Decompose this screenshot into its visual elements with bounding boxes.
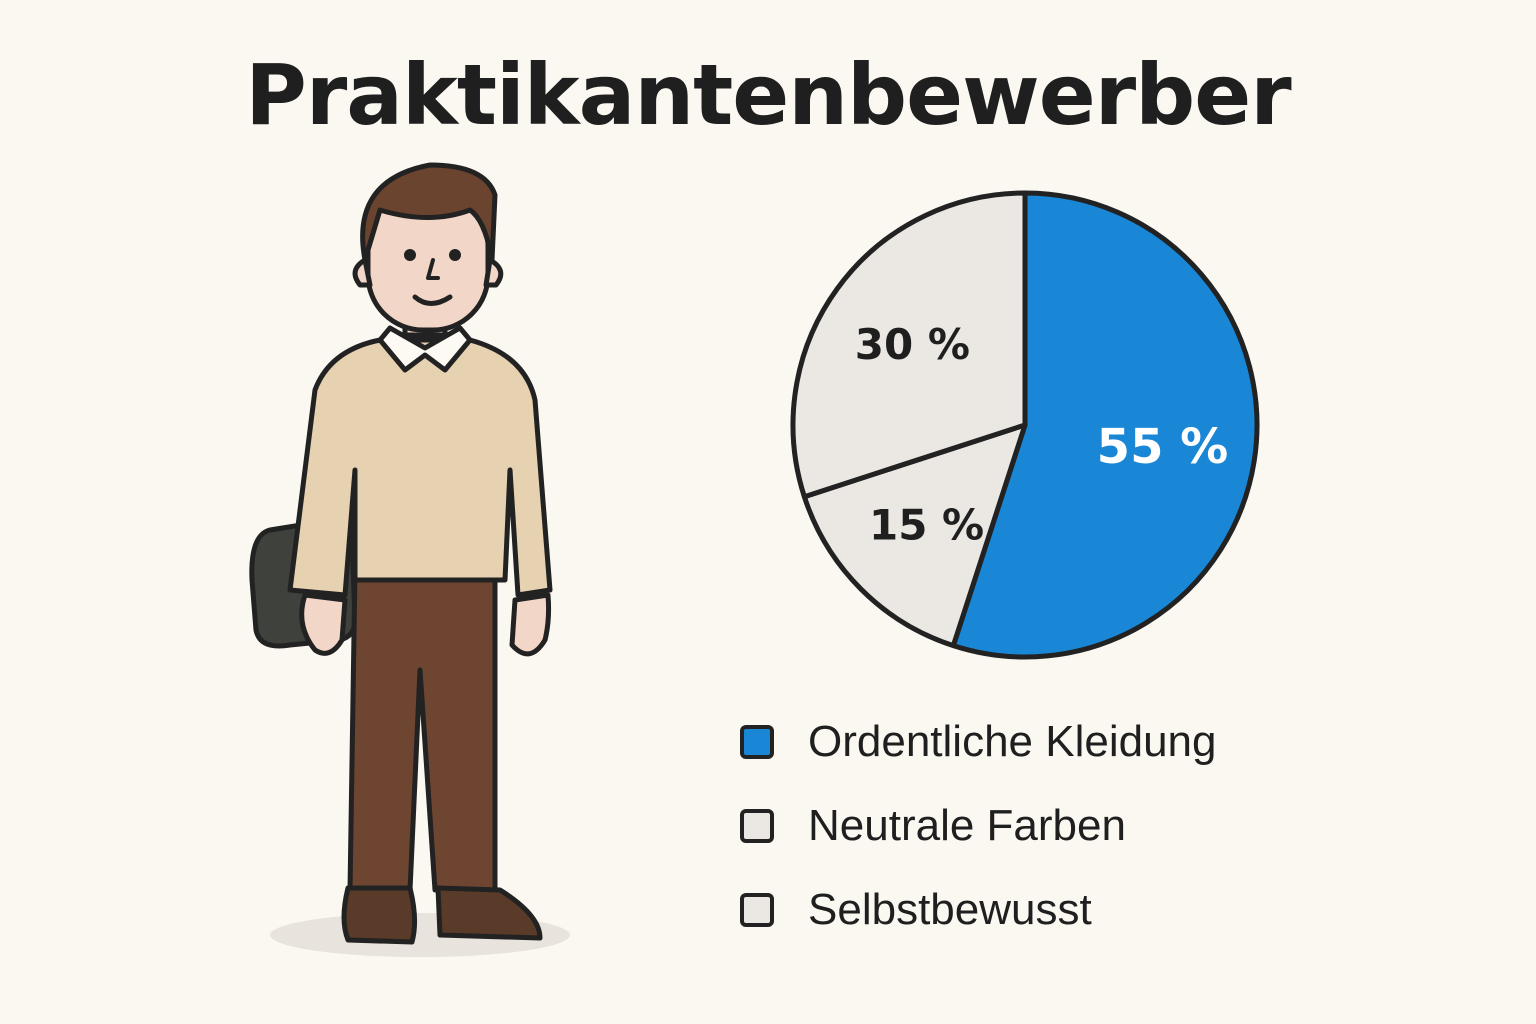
pie-slice-2	[790, 190, 1028, 500]
legend-swatch-grey	[740, 893, 774, 927]
chart-title: Praktikantenbewerber	[245, 46, 1291, 144]
legend: Ordentliche Kleidung Neutrale Farben Sel…	[740, 700, 1216, 952]
legend-swatch-grey	[740, 809, 774, 843]
pie-label-1: 15 %	[869, 500, 984, 549]
pie-slice-0	[950, 190, 1260, 660]
legend-label: Neutrale Farben	[808, 801, 1126, 850]
legend-item-neutrale-farben: Neutrale Farben	[740, 784, 1216, 868]
legend-item-ordentliche-kleidung: Ordentliche Kleidung	[740, 700, 1216, 784]
legend-swatch-blue	[740, 725, 774, 759]
pie-label-2: 30 %	[855, 320, 970, 369]
legend-label: Ordentliche Kleidung	[808, 717, 1217, 766]
pie-chart: 55 % 15 % 30 %	[790, 190, 1260, 660]
applicant-illustration	[249, 162, 570, 957]
legend-label: Selbstbewusst	[808, 885, 1092, 934]
pie-label-0: 55 %	[1097, 419, 1229, 475]
legend-item-selbstbewusst: Selbstbewusst	[740, 868, 1216, 952]
